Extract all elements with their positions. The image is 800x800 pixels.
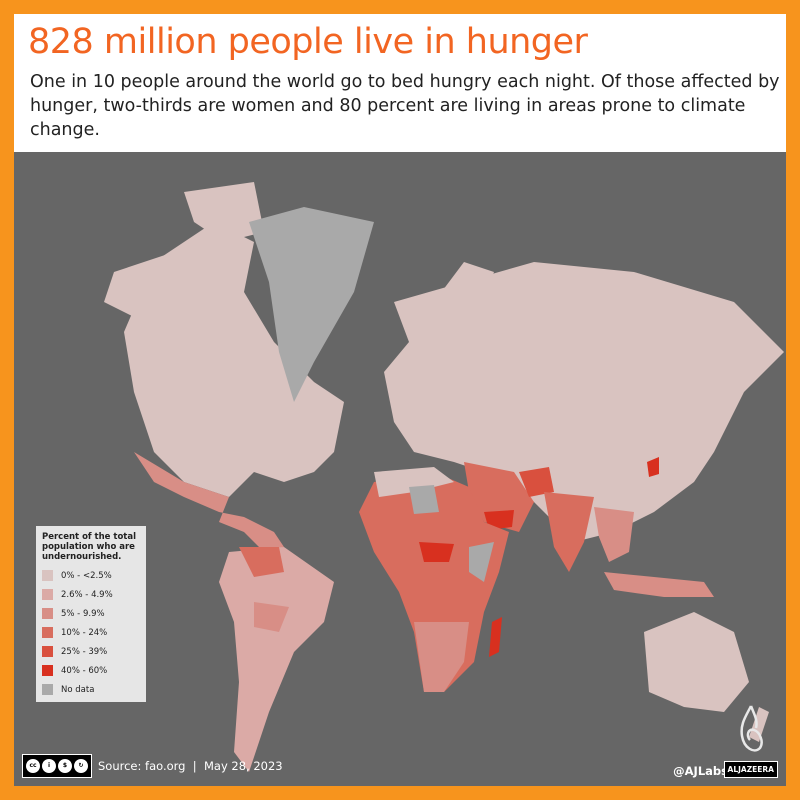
legend-item: 2.6% - 4.9% — [42, 585, 140, 604]
legend-swatch — [42, 570, 53, 581]
legend-swatch — [42, 665, 53, 676]
region-bolivia — [254, 602, 289, 632]
region-madagascar — [489, 617, 502, 657]
region-middle-east — [464, 462, 534, 532]
legend-label: 10% - 24% — [61, 627, 108, 638]
region-scandinavia — [434, 262, 494, 332]
region-southern-africa — [414, 622, 469, 692]
legend-item: 0% - <2.5% — [42, 566, 140, 585]
world-map — [104, 182, 784, 772]
region-north-korea — [647, 457, 659, 477]
legend-item: 5% - 9.9% — [42, 604, 140, 623]
region-southeast-asia — [594, 507, 634, 562]
region-india — [544, 492, 594, 572]
infographic: 828 million people live in hunger One in… — [14, 14, 786, 786]
creative-commons-license-icon: cc i $ ↻ — [22, 754, 92, 778]
legend-swatch — [42, 627, 53, 638]
footer-source: cc i $ ↻ Source: fao.org | May 28, 2023 — [22, 754, 283, 778]
region-indonesia — [604, 572, 714, 597]
region-libya — [409, 485, 439, 514]
subtitle: One in 10 people around the world go to … — [30, 72, 780, 140]
brand-label: ALJAZEERA — [723, 761, 778, 778]
legend-swatch — [42, 608, 53, 619]
nc-icon: $ — [58, 759, 72, 773]
page-title: 828 million people live in hunger — [28, 22, 588, 62]
legend-label: 2.6% - 4.9% — [61, 589, 113, 600]
region-south-america — [219, 547, 334, 772]
by-icon: i — [42, 759, 56, 773]
legend-title: Percent of the total population who are … — [42, 532, 137, 562]
region-australia — [644, 612, 749, 712]
region-new-zealand — [749, 707, 769, 742]
region-greenland — [249, 207, 374, 402]
legend-swatch — [42, 684, 53, 695]
legend-label: 25% - 39% — [61, 646, 108, 657]
legend-item: 25% - 39% — [42, 642, 140, 661]
legend-swatch — [42, 589, 53, 600]
legend-item: 10% - 24% — [42, 623, 140, 642]
region-mexico — [134, 452, 284, 552]
legend-label: No data — [61, 684, 95, 695]
map-legend: Percent of the total population who are … — [36, 526, 146, 702]
legend-item: No data — [42, 680, 140, 699]
region-arctic-islands — [184, 182, 264, 242]
legend-label: 0% - <2.5% — [61, 570, 112, 581]
sa-icon: ↻ — [74, 759, 88, 773]
header: 828 million people live in hunger One in… — [14, 14, 786, 152]
region-venezuela — [239, 547, 284, 577]
region-central-africa — [419, 542, 454, 562]
region-alaska — [104, 252, 184, 322]
legend-label: 40% - 60% — [61, 665, 108, 676]
twitter-handle: @AJLabs — [673, 764, 728, 778]
aljazeera-logo-icon — [740, 705, 763, 752]
legend-swatch — [42, 646, 53, 657]
cc-icon: cc — [26, 759, 40, 773]
region-africa — [359, 472, 509, 692]
source-text: Source: fao.org | May 28, 2023 — [98, 759, 283, 773]
region-afghanistan — [519, 467, 554, 497]
region-north-africa — [374, 467, 454, 497]
legend-item: 40% - 60% — [42, 661, 140, 680]
region-somalia — [469, 542, 494, 582]
legend-label: 5% - 9.9% — [61, 608, 105, 619]
